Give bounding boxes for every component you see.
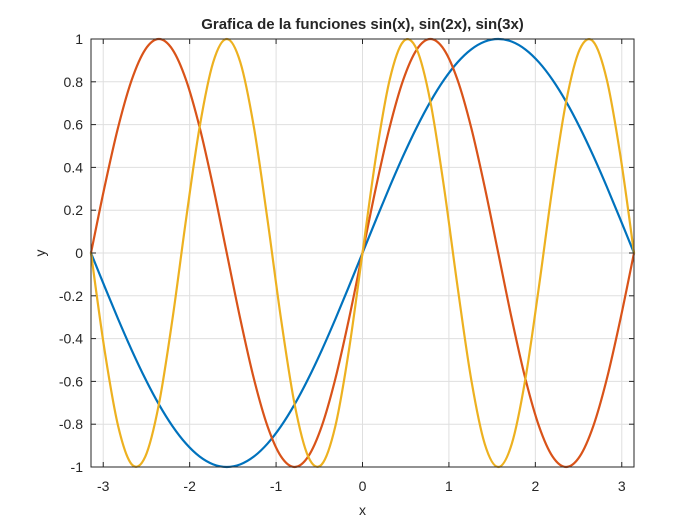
y-tick-label: -0.2 bbox=[59, 288, 83, 304]
y-tick-label: 0.4 bbox=[64, 159, 84, 175]
y-tick-label: 1 bbox=[75, 31, 83, 47]
series-line-3 bbox=[89, 37, 636, 469]
x-tick-label: -1 bbox=[270, 478, 283, 494]
y-tick-label: 0 bbox=[75, 245, 83, 261]
series-layer bbox=[89, 37, 636, 469]
x-tick-label: 2 bbox=[531, 478, 539, 494]
y-tick-label: -1 bbox=[71, 459, 84, 475]
x-tick-label: -3 bbox=[97, 478, 110, 494]
y-tick-label: -0.4 bbox=[59, 331, 83, 347]
x-axis-label: x bbox=[359, 502, 366, 518]
y-tick-label: 0.6 bbox=[64, 117, 84, 133]
y-tick-label: 0.2 bbox=[64, 202, 84, 218]
x-tick-label: 0 bbox=[359, 478, 367, 494]
x-tick-label: 1 bbox=[445, 478, 453, 494]
y-tick-label: -0.8 bbox=[59, 416, 83, 432]
x-tick-label: 3 bbox=[618, 478, 626, 494]
y-tick-label: -0.6 bbox=[59, 373, 83, 389]
chart-title: Grafica de la funciones sin(x), sin(2x),… bbox=[201, 16, 524, 33]
y-tick-label: 0.8 bbox=[64, 74, 84, 90]
x-tick-label: -2 bbox=[183, 478, 196, 494]
y-axis-label: y bbox=[32, 250, 48, 257]
ticks: -3 -2 -1 0 1 2 3 -1 -0.8 -0.6 -0.4 -0.2 0 0.2 0.4 0.6 0.… bbox=[59, 31, 634, 494]
